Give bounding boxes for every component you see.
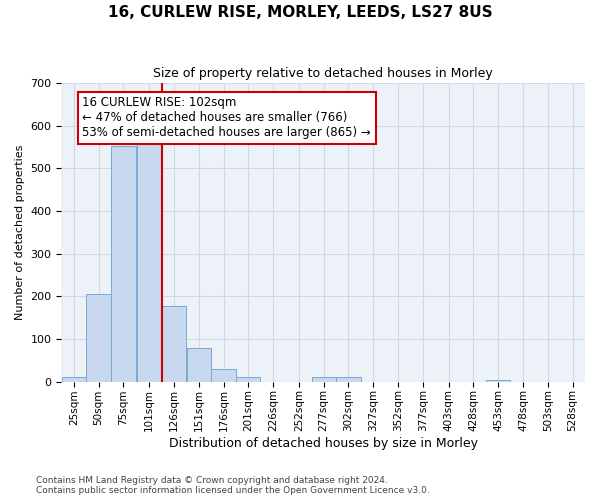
Bar [86, 294, 111, 382]
Text: 16, CURLEW RISE, MORLEY, LEEDS, LS27 8US: 16, CURLEW RISE, MORLEY, LEEDS, LS27 8US [107, 5, 493, 20]
Bar [187, 348, 211, 382]
Bar [486, 380, 511, 382]
Bar [236, 378, 260, 382]
Text: 16 CURLEW RISE: 102sqm
← 47% of detached houses are smaller (766)
53% of semi-de: 16 CURLEW RISE: 102sqm ← 47% of detached… [82, 96, 371, 140]
Y-axis label: Number of detached properties: Number of detached properties [15, 144, 25, 320]
Bar [111, 146, 136, 382]
Bar [211, 369, 236, 382]
Bar [62, 378, 86, 382]
Text: Contains HM Land Registry data © Crown copyright and database right 2024.
Contai: Contains HM Land Registry data © Crown c… [36, 476, 430, 495]
Bar [311, 378, 336, 382]
Bar [162, 306, 186, 382]
Bar [337, 378, 361, 382]
Bar [137, 144, 161, 382]
Title: Size of property relative to detached houses in Morley: Size of property relative to detached ho… [154, 68, 493, 80]
X-axis label: Distribution of detached houses by size in Morley: Distribution of detached houses by size … [169, 437, 478, 450]
